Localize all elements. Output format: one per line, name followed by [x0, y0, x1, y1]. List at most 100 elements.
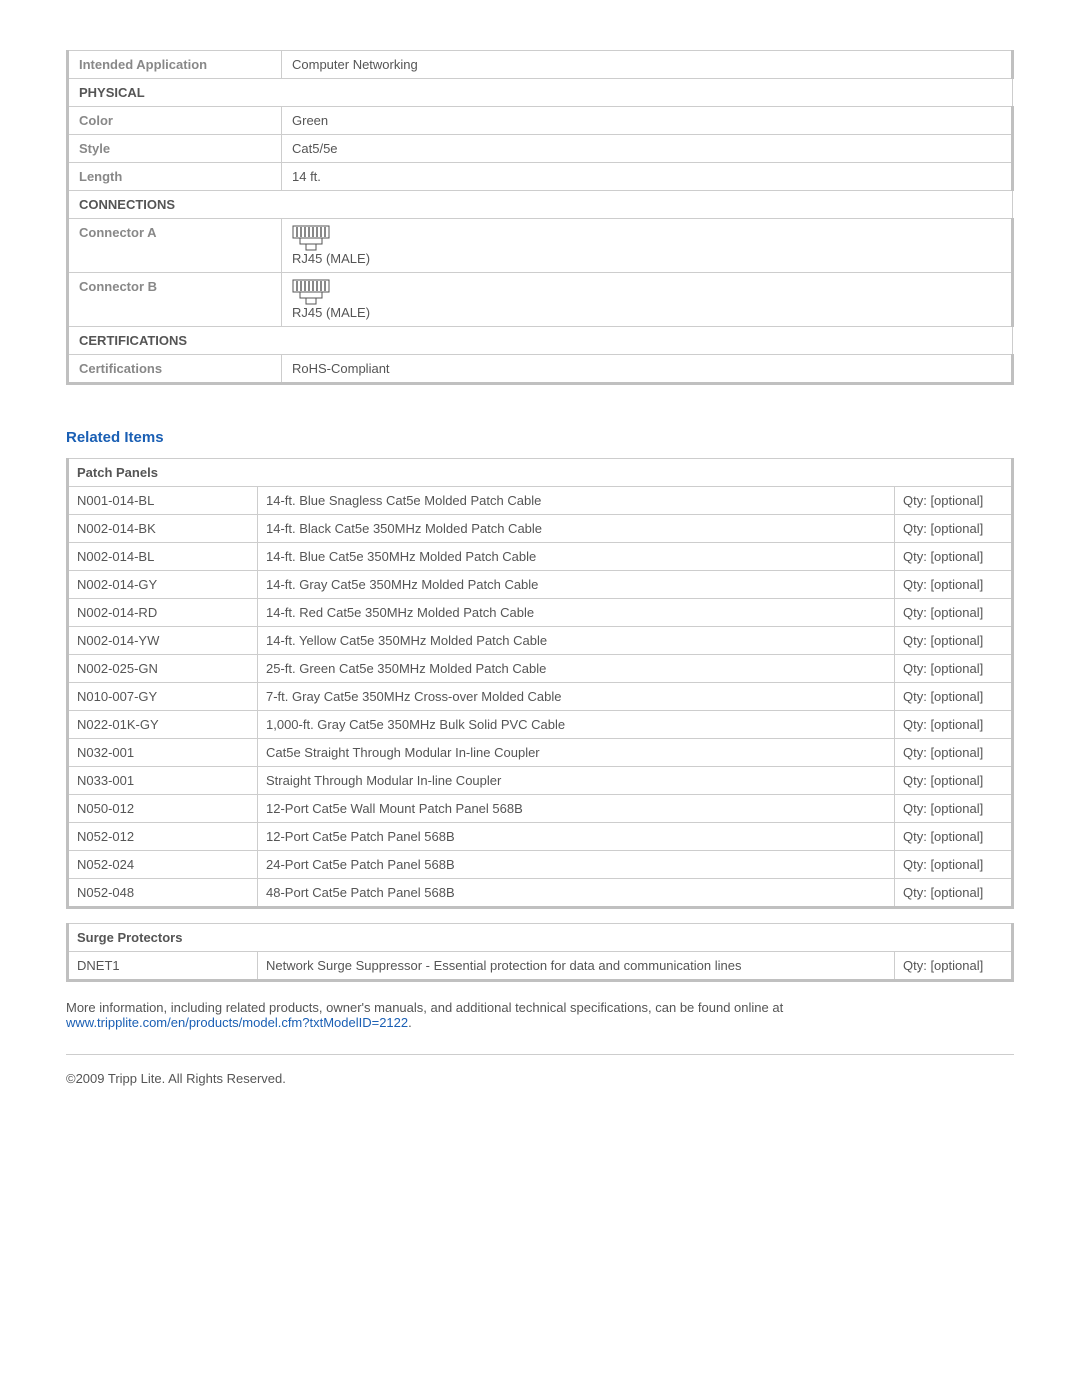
- more-info-period: .: [408, 1015, 412, 1030]
- related-item-sku: N022-01K-GY: [68, 711, 258, 739]
- related-item-sku: N002-014-GY: [68, 571, 258, 599]
- related-item-description: 1,000-ft. Gray Cat5e 350MHz Bulk Solid P…: [258, 711, 895, 739]
- page-container: Intended Application Computer Networking…: [0, 0, 1080, 1397]
- style-label: Style: [68, 135, 282, 163]
- length-label: Length: [68, 163, 282, 191]
- related-item-sku: N052-048: [68, 879, 258, 908]
- related-item-description: 12-Port Cat5e Wall Mount Patch Panel 568…: [258, 795, 895, 823]
- related-item-description: 12-Port Cat5e Patch Panel 568B: [258, 823, 895, 851]
- related-item-description: 14-ft. Red Cat5e 350MHz Molded Patch Cab…: [258, 599, 895, 627]
- table-row: PHYSICAL: [68, 79, 1013, 107]
- table-row: Surge Protectors: [68, 924, 1013, 952]
- table-row: N052-04848-Port Cat5e Patch Panel 568BQt…: [68, 879, 1013, 908]
- related-item-sku: N050-012: [68, 795, 258, 823]
- table-row: N002-014-BL14-ft. Blue Cat5e 350MHz Mold…: [68, 543, 1013, 571]
- related-item-sku: DNET1: [68, 952, 258, 981]
- related-item-sku: N032-001: [68, 739, 258, 767]
- certifications-label: Certifications: [68, 355, 282, 384]
- related-item-qty: Qty: [optional]: [895, 823, 1013, 851]
- patch-panels-header: Patch Panels: [68, 459, 1013, 487]
- related-item-sku: N010-007-GY: [68, 683, 258, 711]
- table-row: Intended Application Computer Networking: [68, 51, 1013, 79]
- related-item-description: 14-ft. Blue Snagless Cat5e Molded Patch …: [258, 487, 895, 515]
- table-row: Connector B: [68, 273, 1013, 327]
- table-row: N001-014-BL14-ft. Blue Snagless Cat5e Mo…: [68, 487, 1013, 515]
- table-row: CERTIFICATIONS: [68, 327, 1013, 355]
- related-item-sku: N052-012: [68, 823, 258, 851]
- related-item-description: 14-ft. Yellow Cat5e 350MHz Molded Patch …: [258, 627, 895, 655]
- table-row: DNET1Network Surge Suppressor - Essentia…: [68, 952, 1013, 981]
- related-item-qty: Qty: [optional]: [895, 543, 1013, 571]
- related-item-qty: Qty: [optional]: [895, 795, 1013, 823]
- more-info-paragraph: More information, including related prod…: [66, 1000, 1014, 1030]
- table-row: Connector A: [68, 219, 1013, 273]
- length-value: 14 ft.: [282, 163, 1013, 191]
- related-item-sku: N052-024: [68, 851, 258, 879]
- related-item-sku: N001-014-BL: [68, 487, 258, 515]
- rj45-icon: [292, 279, 330, 308]
- intended-application-label: Intended Application: [68, 51, 282, 79]
- style-value: Cat5/5e: [282, 135, 1013, 163]
- table-row: N002-014-YW14-ft. Yellow Cat5e 350MHz Mo…: [68, 627, 1013, 655]
- related-item-sku: N002-014-YW: [68, 627, 258, 655]
- more-info-link[interactable]: www.tripplite.com/en/products/model.cfm?…: [66, 1015, 408, 1030]
- rj45-icon: [292, 225, 330, 254]
- table-row: N032-001Cat5e Straight Through Modular I…: [68, 739, 1013, 767]
- table-row: N052-02424-Port Cat5e Patch Panel 568BQt…: [68, 851, 1013, 879]
- related-item-description: 14-ft. Black Cat5e 350MHz Molded Patch C…: [258, 515, 895, 543]
- color-label: Color: [68, 107, 282, 135]
- intended-application-value: Computer Networking: [282, 51, 1013, 79]
- color-value: Green: [282, 107, 1013, 135]
- related-item-qty: Qty: [optional]: [895, 851, 1013, 879]
- related-item-qty: Qty: [optional]: [895, 627, 1013, 655]
- connector-a-text: RJ45 (MALE): [292, 251, 370, 266]
- related-item-qty: Qty: [optional]: [895, 879, 1013, 908]
- related-item-qty: Qty: [optional]: [895, 487, 1013, 515]
- related-item-sku: N002-014-BK: [68, 515, 258, 543]
- related-item-description: 7-ft. Gray Cat5e 350MHz Cross-over Molde…: [258, 683, 895, 711]
- related-item-description: Cat5e Straight Through Modular In-line C…: [258, 739, 895, 767]
- more-info-text: More information, including related prod…: [66, 1000, 783, 1015]
- footer-divider: [66, 1054, 1014, 1055]
- table-row: N052-01212-Port Cat5e Patch Panel 568BQt…: [68, 823, 1013, 851]
- specifications-table: Intended Application Computer Networking…: [66, 50, 1014, 385]
- surge-protectors-header: Surge Protectors: [68, 924, 1013, 952]
- table-row: Style Cat5/5e: [68, 135, 1013, 163]
- table-row: N002-014-BK14-ft. Black Cat5e 350MHz Mol…: [68, 515, 1013, 543]
- table-row: N010-007-GY7-ft. Gray Cat5e 350MHz Cross…: [68, 683, 1013, 711]
- connector-b-text: RJ45 (MALE): [292, 305, 370, 320]
- table-row: N050-01212-Port Cat5e Wall Mount Patch P…: [68, 795, 1013, 823]
- physical-section-header: PHYSICAL: [68, 79, 1013, 107]
- connections-section-header: CONNECTIONS: [68, 191, 1013, 219]
- related-item-qty: Qty: [optional]: [895, 711, 1013, 739]
- connector-a-value: RJ45 (MALE): [282, 219, 1013, 273]
- surge-protectors-table: Surge Protectors DNET1Network Surge Supp…: [66, 923, 1014, 982]
- related-item-description: Network Surge Suppressor - Essential pro…: [258, 952, 895, 981]
- related-item-qty: Qty: [optional]: [895, 515, 1013, 543]
- related-item-qty: Qty: [optional]: [895, 739, 1013, 767]
- related-item-description: 14-ft. Blue Cat5e 350MHz Molded Patch Ca…: [258, 543, 895, 571]
- related-item-sku: N002-014-RD: [68, 599, 258, 627]
- related-item-sku: N033-001: [68, 767, 258, 795]
- table-row: N033-001Straight Through Modular In-line…: [68, 767, 1013, 795]
- table-row: Certifications RoHS-Compliant: [68, 355, 1013, 384]
- related-item-qty: Qty: [optional]: [895, 655, 1013, 683]
- table-row: CONNECTIONS: [68, 191, 1013, 219]
- table-row: N002-014-RD14-ft. Red Cat5e 350MHz Molde…: [68, 599, 1013, 627]
- connector-b-label: Connector B: [68, 273, 282, 327]
- certifications-value: RoHS-Compliant: [282, 355, 1013, 384]
- patch-panels-table: Patch Panels N001-014-BL14-ft. Blue Snag…: [66, 458, 1014, 909]
- related-item-qty: Qty: [optional]: [895, 571, 1013, 599]
- related-item-qty: Qty: [optional]: [895, 767, 1013, 795]
- table-row: N002-014-GY14-ft. Gray Cat5e 350MHz Mold…: [68, 571, 1013, 599]
- related-item-qty: Qty: [optional]: [895, 952, 1013, 981]
- connector-a-label: Connector A: [68, 219, 282, 273]
- related-item-sku: N002-025-GN: [68, 655, 258, 683]
- certifications-section-header: CERTIFICATIONS: [68, 327, 1013, 355]
- related-item-description: 24-Port Cat5e Patch Panel 568B: [258, 851, 895, 879]
- copyright-text: ©2009 Tripp Lite. All Rights Reserved.: [66, 1071, 1014, 1086]
- table-row: Color Green: [68, 107, 1013, 135]
- connector-b-value: RJ45 (MALE): [282, 273, 1013, 327]
- table-row: Length 14 ft.: [68, 163, 1013, 191]
- related-item-sku: N002-014-BL: [68, 543, 258, 571]
